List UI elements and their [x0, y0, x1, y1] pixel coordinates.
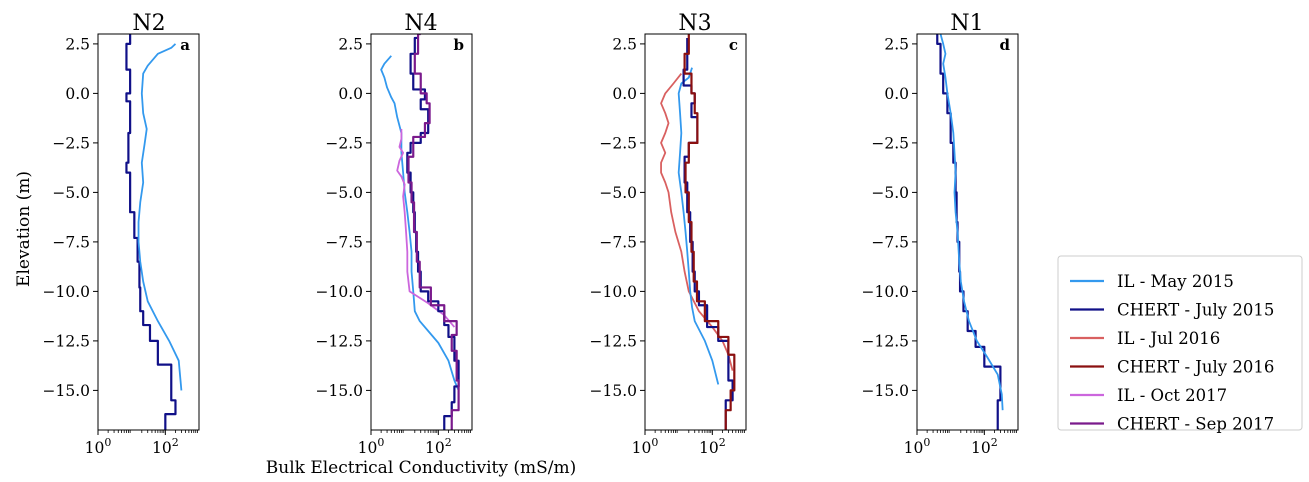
panel-letter-a: a — [180, 36, 190, 54]
y-tick-label: −7.5 — [52, 233, 90, 251]
series-line-il-jul-2016 — [660, 73, 734, 371]
legend-label-chert-july-2015: CHERT - July 2015 — [1117, 301, 1274, 320]
panel-title-n2: N2 — [132, 11, 165, 36]
panel-title-n1: N1 — [950, 11, 983, 36]
y-tick-label: −7.5 — [325, 233, 363, 251]
panel-n3: 2.5 0.0 −2.5 −5.0 −7.5 −10.0 −12.5 −15.0 100 102 — [590, 33, 747, 457]
y-tick-label: 2.5 — [612, 35, 637, 53]
y-tick-label: −15.0 — [43, 382, 91, 400]
y-tick-label: −15.0 — [590, 382, 638, 400]
y-tick-label: −7.5 — [871, 233, 909, 251]
y-tick-label: 0.0 — [338, 85, 363, 103]
y-tick-label: −12.5 — [590, 332, 638, 350]
x-tick-label: 100 — [632, 436, 659, 457]
y-tick-label: −2.5 — [599, 134, 637, 152]
y-tick-label: −12.5 — [316, 332, 364, 350]
y-tick-label: −2.5 — [325, 134, 363, 152]
series-line-chert-july-2015 — [125, 34, 177, 430]
series-line-il-may-2015 — [380, 55, 460, 391]
y-tick-label: −5.0 — [325, 184, 363, 202]
y-tick-label: 0.0 — [884, 85, 909, 103]
x-tick-label: 100 — [358, 436, 385, 457]
plot-frame — [644, 33, 747, 431]
series-line-chert-sep-2017 — [407, 34, 460, 430]
y-tick-label: −15.0 — [862, 382, 910, 400]
x-axis-label: Bulk Electrical Conductivity (mS/m) — [266, 458, 576, 478]
plot-frame — [916, 33, 1019, 431]
panel-n4: 2.5 0.0 −2.5 −5.0 −7.5 −10.0 −12.5 −15.0 100 102 — [316, 33, 473, 457]
legend-label-chert-sep-2017: CHERT - Sep 2017 — [1117, 415, 1274, 434]
y-tick-label: −10.0 — [590, 283, 638, 301]
series-line-il-may-2015 — [677, 67, 720, 385]
y-tick-label: −7.5 — [599, 233, 637, 251]
x-tick-label: 100 — [85, 436, 112, 457]
panel-letter-d: d — [1000, 36, 1011, 54]
legend-frame — [1057, 255, 1303, 431]
y-tick-label: −2.5 — [871, 134, 909, 152]
x-tick-label: 102 — [425, 436, 452, 457]
y-tick-label: −2.5 — [52, 134, 90, 152]
x-tick-label: 102 — [699, 436, 726, 457]
y-tick-label: −5.0 — [871, 184, 909, 202]
series-line-il-may-2015 — [939, 34, 1004, 411]
y-tick-label: −15.0 — [316, 382, 364, 400]
panel-letter-c: c — [729, 36, 738, 54]
y-tick-label: 2.5 — [884, 35, 909, 53]
y-tick-label: −10.0 — [43, 283, 91, 301]
y-tick-label: −12.5 — [43, 332, 91, 350]
plot-frame — [370, 33, 473, 431]
y-axis-label: Elevation (m) — [14, 171, 34, 287]
x-tick-label: 100 — [904, 436, 931, 457]
y-tick-label: 0.0 — [65, 85, 90, 103]
y-tick-label: 2.5 — [338, 35, 363, 53]
panel-title-n3: N3 — [678, 11, 711, 36]
legend-label-il-may-2015: IL - May 2015 — [1117, 272, 1234, 291]
series-line-il-may-2015 — [137, 43, 183, 391]
y-tick-label: −5.0 — [52, 184, 90, 202]
legend-label-il-jul-2016: IL - Jul 2016 — [1117, 329, 1220, 348]
legend: IL - May 2015 CHERT - July 2015 IL - Jul 2… — [1057, 255, 1303, 434]
panel-n2: 2.5 0.0 −2.5 −5.0 −7.5 −10.0 −12.5 −15.0 100 102 — [43, 33, 200, 457]
y-tick-label: −5.0 — [599, 184, 637, 202]
y-tick-label: 0.0 — [612, 85, 637, 103]
x-tick-label: 102 — [971, 436, 998, 457]
plot-frame — [97, 33, 200, 431]
legend-label-il-oct-2017: IL - Oct 2017 — [1117, 386, 1227, 405]
x-tick-label: 102 — [152, 436, 179, 457]
y-tick-label: −12.5 — [862, 332, 910, 350]
panel-title-n4: N4 — [404, 11, 437, 36]
y-tick-label: 2.5 — [65, 35, 90, 53]
panel-letter-b: b — [454, 36, 465, 54]
series-line-chert-july-2016 — [683, 34, 736, 430]
y-tick-label: −10.0 — [862, 283, 910, 301]
y-tick-label: −10.0 — [316, 283, 364, 301]
legend-label-chert-july-2016: CHERT - July 2016 — [1117, 358, 1274, 377]
panel-n1: 2.5 0.0 −2.5 −5.0 −7.5 −10.0 −12.5 −15.0 100 102 — [862, 33, 1019, 457]
series-line-il-oct-2017 — [396, 129, 456, 328]
